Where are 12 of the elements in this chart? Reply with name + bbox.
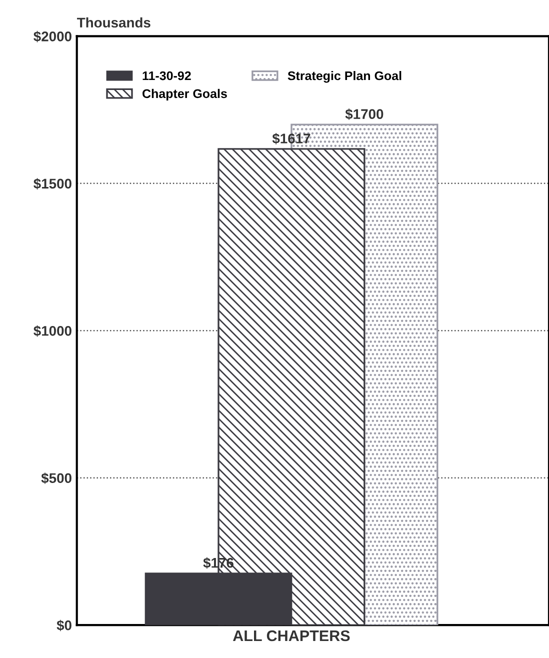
y-axis-title: Thousands	[77, 17, 150, 28]
data-label: $1617	[272, 133, 310, 144]
y-tick-label: $0	[56, 620, 72, 632]
data-label: $1700	[345, 108, 384, 120]
legend-label: Chapter Goals	[142, 88, 227, 101]
y-tick-label: $500	[41, 472, 72, 484]
legend-label: 11-30-92	[142, 71, 191, 80]
x-tick-label: ALL CHAPTERS	[232, 630, 350, 642]
legend-label: Strategic Plan Goal	[288, 70, 402, 83]
y-tick-label: $1000	[34, 325, 72, 337]
y-tick-label: $2000	[34, 30, 72, 42]
y-tick-label: $1500	[34, 178, 72, 190]
